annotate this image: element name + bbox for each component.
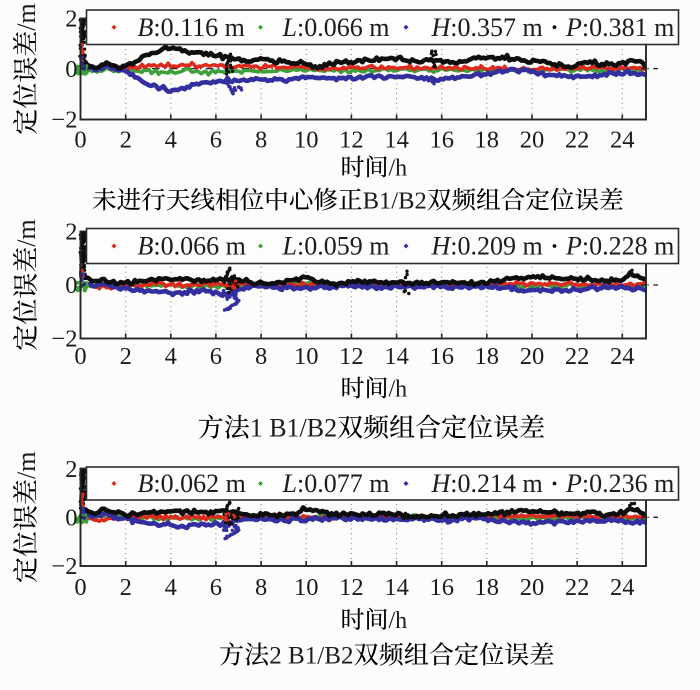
svg-text:2 B1/B2: 2 B1/B2 (269, 643, 353, 670)
svg-text:/h: /h (389, 377, 408, 403)
svg-text:P:0.228 m: P:0.228 m (565, 232, 674, 261)
svg-text:2: 2 (65, 6, 77, 33)
svg-text:B:0.066 m: B:0.066 m (138, 232, 246, 261)
svg-text:14: 14 (384, 574, 409, 601)
svg-text:24: 24 (610, 126, 635, 153)
svg-text:6: 6 (210, 126, 222, 153)
svg-text:10: 10 (294, 574, 319, 601)
svg-text:/h: /h (389, 156, 408, 182)
svg-text:4: 4 (165, 574, 177, 601)
svg-text:24: 24 (610, 343, 635, 370)
svg-text:8: 8 (255, 126, 267, 153)
svg-text:8: 8 (255, 574, 267, 601)
svg-text:2: 2 (65, 219, 77, 246)
svg-text:14: 14 (384, 343, 409, 370)
svg-text:12: 12 (339, 343, 364, 370)
svg-text:18: 18 (475, 126, 500, 153)
svg-text:14: 14 (384, 126, 409, 153)
svg-text:−2: −2 (51, 107, 77, 134)
svg-text:8: 8 (255, 343, 267, 370)
svg-text:P:0.381 m: P:0.381 m (565, 13, 674, 42)
svg-text:−2: −2 (51, 553, 77, 580)
svg-text:B:0.116 m: B:0.116 m (138, 13, 245, 42)
svg-text:22: 22 (565, 574, 590, 601)
svg-text:1 B1/B2: 1 B1/B2 (250, 414, 337, 443)
svg-text:24: 24 (610, 574, 635, 601)
svg-text:12: 12 (339, 574, 364, 601)
svg-text:H:0.209 m: H:0.209 m (431, 232, 543, 261)
svg-text:16: 16 (429, 343, 454, 370)
svg-text:L:0.066 m: L:0.066 m (282, 13, 390, 42)
svg-text:0: 0 (65, 505, 77, 532)
svg-text:22: 22 (565, 343, 590, 370)
svg-text:18: 18 (475, 343, 500, 370)
svg-text:2: 2 (120, 574, 132, 601)
svg-text:10: 10 (294, 126, 319, 153)
svg-text:0: 0 (65, 56, 77, 83)
svg-text:/h: /h (389, 608, 408, 634)
svg-text:−2: −2 (51, 326, 77, 353)
svg-text:/m: /m (12, 219, 41, 246)
svg-text:20: 20 (520, 126, 545, 153)
svg-text:/m: /m (12, 3, 41, 30)
svg-text:2: 2 (65, 456, 77, 483)
svg-text:2: 2 (120, 343, 132, 370)
svg-text:12: 12 (339, 126, 364, 153)
svg-text:B1/B2: B1/B2 (363, 188, 427, 215)
svg-text:L:0.077 m: L:0.077 m (282, 469, 390, 498)
svg-text:6: 6 (210, 574, 222, 601)
svg-text:18: 18 (475, 574, 500, 601)
svg-text:H:0.357 m: H:0.357 m (431, 13, 543, 42)
svg-text:16: 16 (429, 126, 454, 153)
svg-text:20: 20 (520, 574, 545, 601)
svg-text:B:0.062 m: B:0.062 m (138, 469, 246, 498)
svg-text:2: 2 (120, 126, 132, 153)
svg-text:P:0.236 m: P:0.236 m (565, 469, 674, 498)
svg-text:16: 16 (429, 574, 454, 601)
svg-text:4: 4 (165, 343, 177, 370)
svg-text:0: 0 (74, 574, 86, 601)
svg-text:22: 22 (565, 126, 590, 153)
svg-text:0: 0 (65, 272, 77, 299)
svg-text:6: 6 (210, 343, 222, 370)
svg-text:H:0.214 m: H:0.214 m (431, 469, 543, 498)
svg-text:4: 4 (165, 126, 177, 153)
svg-text:L:0.059 m: L:0.059 m (282, 232, 390, 261)
svg-text:0: 0 (74, 126, 86, 153)
svg-text:0: 0 (74, 343, 86, 370)
svg-text:20: 20 (520, 343, 545, 370)
svg-text:10: 10 (294, 343, 319, 370)
svg-text:/m: /m (12, 452, 41, 479)
